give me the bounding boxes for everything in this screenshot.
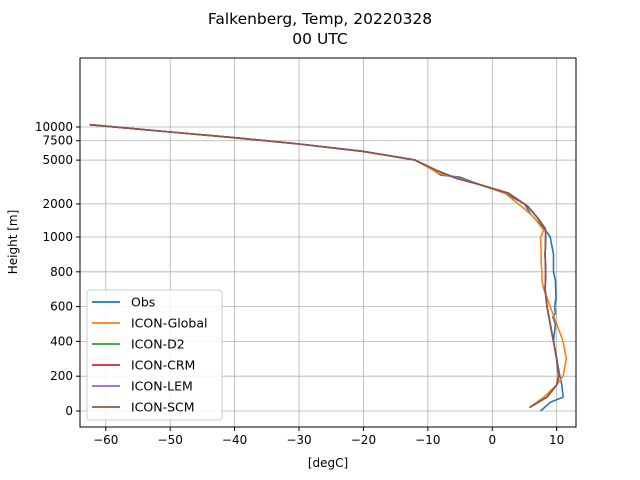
legend-frame bbox=[86, 289, 223, 421]
plot-area-frame bbox=[79, 57, 577, 428]
x-tick-label: −60 bbox=[93, 433, 118, 447]
legend-label: Obs bbox=[131, 295, 155, 310]
x-tick-label: −20 bbox=[351, 433, 376, 447]
legend-label: ICON-SCM bbox=[131, 400, 195, 415]
y-tick-label: 7500 bbox=[42, 134, 73, 148]
x-tick-label: −40 bbox=[222, 433, 247, 447]
y-tick-label: 600 bbox=[50, 300, 73, 314]
series-lines bbox=[89, 123, 568, 412]
x-tick-label: −50 bbox=[158, 433, 183, 447]
x-tick-label: −10 bbox=[415, 433, 440, 447]
y-tick-label: 10000 bbox=[35, 120, 73, 134]
y-tick-label: 0 bbox=[65, 404, 73, 418]
y-tick-label: 2000 bbox=[42, 197, 73, 211]
x-axis-label: [degC] bbox=[308, 456, 348, 470]
series-line-icon-scm bbox=[89, 123, 560, 409]
legend-label: ICON-LEM bbox=[131, 379, 193, 394]
legend: Obs ICON-Global ICON-D2 ICON-CRM ICON-LEM ICO… bbox=[86, 289, 223, 421]
legend-label: ICON-CRM bbox=[131, 358, 195, 373]
x-tick-label: −30 bbox=[286, 433, 311, 447]
x-tick-label: 0 bbox=[488, 433, 496, 447]
y-tick-label: 200 bbox=[50, 369, 73, 383]
x-tick-label: 10 bbox=[549, 433, 564, 447]
y-tick-label: 1000 bbox=[42, 230, 73, 244]
y-tick-label: 400 bbox=[50, 334, 73, 348]
chart-title: Falkenberg, Temp, 20220328 bbox=[208, 10, 432, 28]
y-axis-label: Height [m] bbox=[6, 210, 20, 275]
x-axis-ticks: −60 −50 −40 −30 −20 −10 0 10 bbox=[93, 427, 564, 447]
chart-subtitle: 00 UTC bbox=[292, 30, 347, 48]
y-tick-label: 5000 bbox=[42, 153, 73, 167]
legend-label: ICON-Global bbox=[131, 316, 207, 331]
y-tick-label: 800 bbox=[50, 265, 73, 279]
legend-label: ICON-D2 bbox=[131, 337, 185, 352]
